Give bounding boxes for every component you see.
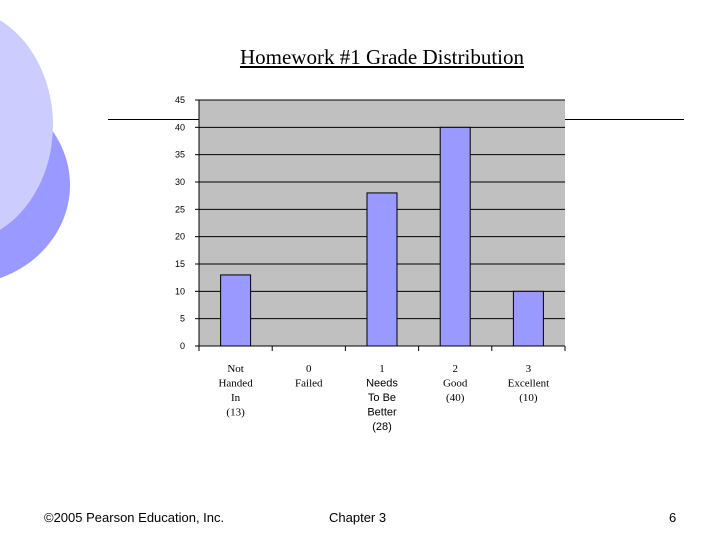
y-tick-label: 30 (175, 177, 185, 187)
decorative-circle-front (0, 20, 53, 230)
slide-title: Homework #1 Grade Distribution (0, 45, 720, 70)
x-category-label: Better (367, 407, 397, 419)
bar (512, 290, 544, 347)
x-category-label: Needs (366, 378, 398, 390)
y-tick-label: 0 (180, 341, 185, 351)
footer-chapter: Chapter 3 (329, 510, 387, 525)
y-tick-label: 20 (175, 232, 185, 242)
x-category-label: Failed (295, 378, 323, 390)
x-category-label: 0 (306, 363, 312, 375)
footer-copyright: ©2005 Pearson Education, Inc. (44, 510, 225, 525)
y-tick-label: 15 (175, 259, 185, 269)
x-category-label: (13) (226, 407, 245, 419)
x-category-label: 2 (452, 363, 458, 375)
x-category-label: (28) (372, 421, 392, 433)
bar (439, 126, 471, 347)
y-tick-label: 45 (175, 95, 185, 105)
x-category-label: To Be (368, 392, 396, 404)
x-category-label: (10) (519, 392, 538, 404)
x-category-label: 1 (379, 363, 385, 375)
x-category-label: Good (443, 378, 468, 390)
y-tick-label: 5 (180, 314, 185, 324)
y-tick-label: 25 (175, 204, 185, 214)
x-category-label: Handed (218, 378, 253, 390)
y-tick-label: 40 (175, 122, 185, 132)
y-tick-label: 35 (175, 150, 185, 160)
y-tick-label: 10 (175, 286, 185, 296)
page-number: 6 (669, 510, 677, 525)
x-category-label: Not (227, 363, 244, 375)
x-category-label: Excellent (508, 378, 550, 390)
bar (220, 274, 252, 347)
slide-title-text: Homework #1 Grade Distribution (239, 45, 525, 69)
decorative-circles (0, 20, 70, 279)
x-category-label: 3 (526, 363, 532, 375)
x-category-label: (40) (446, 392, 465, 404)
x-category-label: In (231, 392, 241, 404)
bar (366, 192, 398, 347)
